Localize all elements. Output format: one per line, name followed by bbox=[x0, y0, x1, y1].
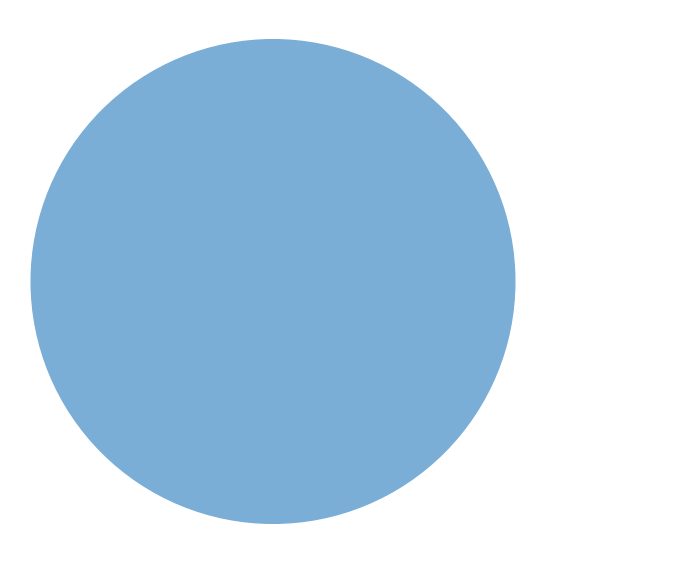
Circle shape bbox=[32, 39, 514, 524]
